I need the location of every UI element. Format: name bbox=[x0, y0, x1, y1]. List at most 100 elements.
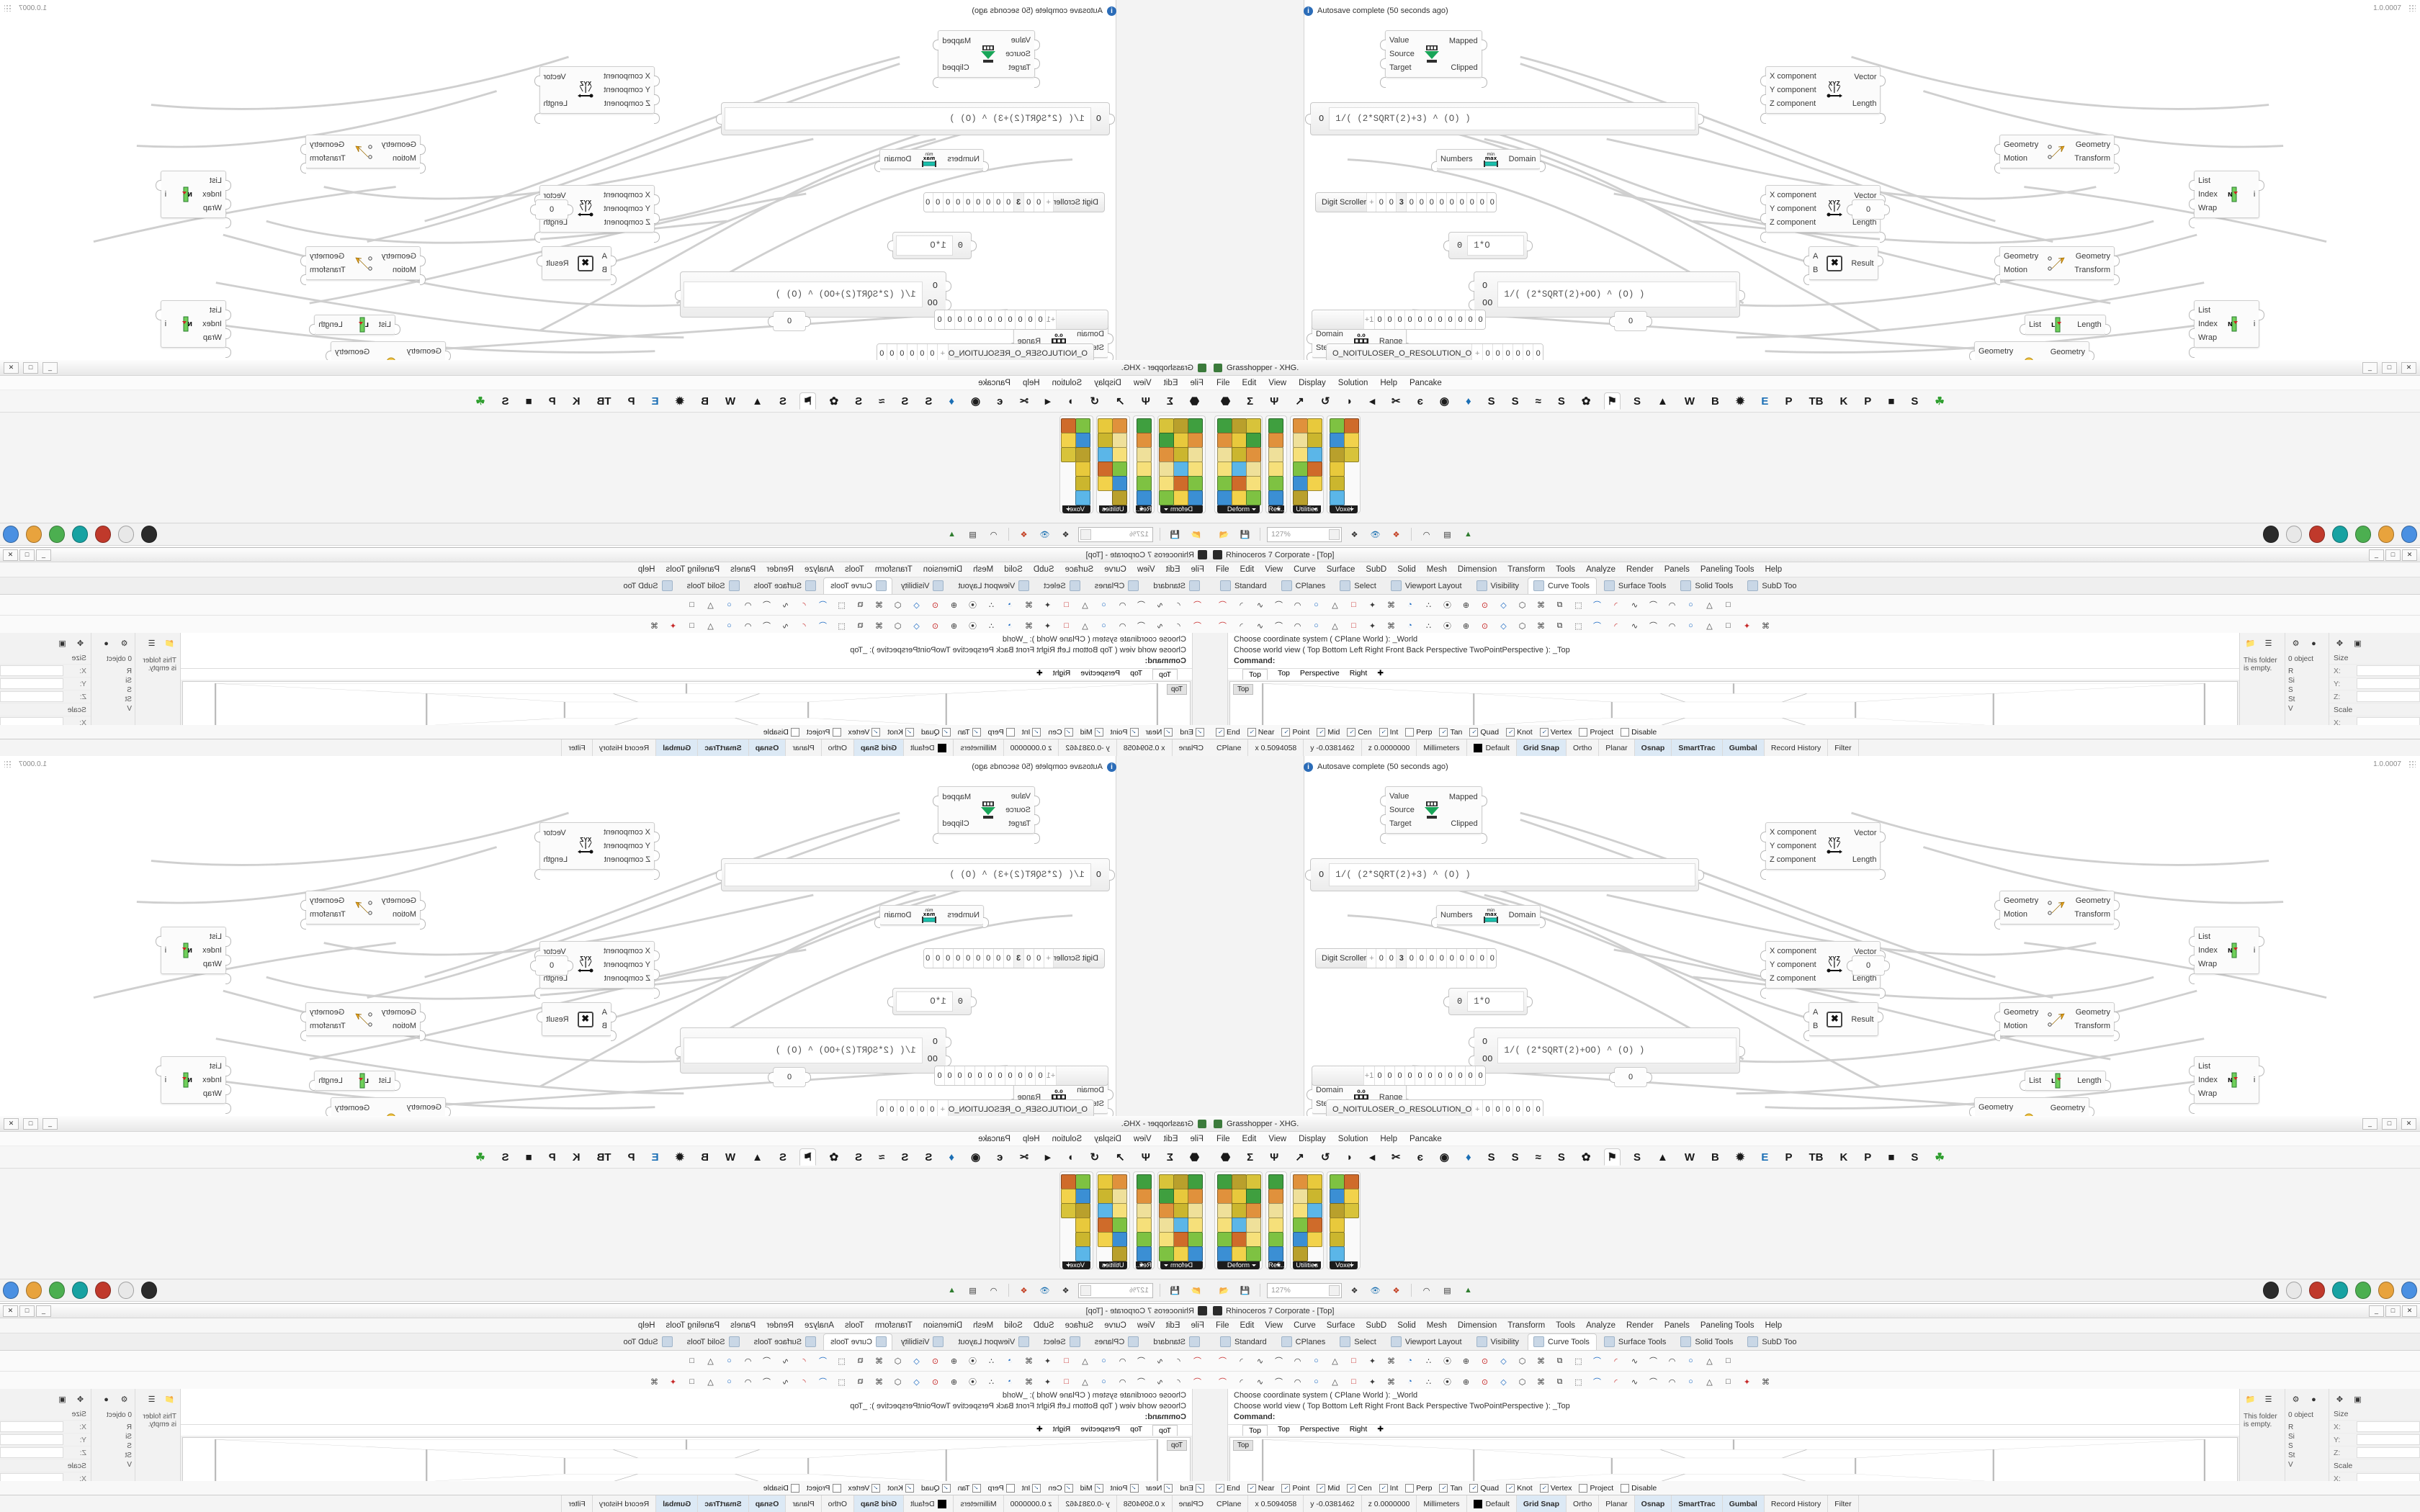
ribbon-group-deform[interactable]: Deform bbox=[1214, 1171, 1263, 1269]
menu-paneling-tools[interactable]: Paneling Tools bbox=[1700, 565, 1754, 574]
toolbar-icon[interactable]: ◇ bbox=[913, 1356, 920, 1366]
toolbar-icon[interactable]: □ bbox=[1064, 1356, 1069, 1365]
gh-tab-21[interactable]: ✹ bbox=[675, 395, 685, 408]
toolbar-icon[interactable]: □ bbox=[1726, 621, 1731, 630]
component-icon[interactable] bbox=[1344, 1174, 1360, 1189]
param-list[interactable]: List bbox=[2029, 1076, 2042, 1085]
gh-tab-5[interactable]: ◗ bbox=[1346, 395, 1353, 408]
toolbar-icon[interactable]: ○ bbox=[1314, 600, 1319, 609]
gh-tab-15[interactable]: ✿ bbox=[829, 1151, 839, 1164]
menu-hamburger-icon[interactable]: ☰ bbox=[2264, 639, 2272, 648]
d[interactable]: 0 bbox=[1023, 949, 1034, 968]
menu-file[interactable]: File bbox=[1191, 1321, 1204, 1330]
gh-tab-12[interactable]: S bbox=[901, 1151, 909, 1164]
gh-tab-27[interactable]: ■ bbox=[525, 1151, 532, 1164]
component-icon[interactable] bbox=[1330, 462, 1345, 477]
zoom-select-icon[interactable]: ❖ bbox=[1062, 1286, 1070, 1295]
checkbox-icon[interactable] bbox=[941, 727, 951, 737]
toggle-smarttrack[interactable]: SmartTrac bbox=[697, 1495, 748, 1512]
toolbar-icon[interactable]: □ bbox=[689, 1356, 694, 1365]
component-icon[interactable] bbox=[1188, 490, 1203, 505]
gh-tab-26[interactable]: P bbox=[1864, 1151, 1872, 1164]
gh-tab-9[interactable]: ◉ bbox=[971, 395, 981, 408]
digit[interactable]: 0 bbox=[1374, 1066, 1384, 1085]
param-geometry-out[interactable]: Geometry bbox=[2075, 140, 2111, 149]
tab-cplanes[interactable]: CPlanes bbox=[1088, 577, 1145, 594]
d[interactable]: 0 bbox=[1406, 949, 1417, 968]
param-geometry[interactable]: Geometry bbox=[406, 1103, 442, 1112]
gh-tab-7[interactable]: ✂ bbox=[1392, 1151, 1401, 1164]
panel-folder[interactable]: 📁 ☰ This folder is empty. bbox=[2240, 1389, 2285, 1495]
slider-unnamed[interactable]: +1 0 0 0 0 0 0 0 0 0 0 0 bbox=[934, 310, 1108, 330]
component-icon[interactable] bbox=[1232, 1218, 1247, 1233]
close-icon[interactable]: ✕ bbox=[4, 361, 19, 374]
param-length[interactable]: Length bbox=[1852, 99, 1877, 108]
component-icon[interactable] bbox=[1097, 1232, 1113, 1247]
toolbar-icon[interactable]: ◠ bbox=[1294, 1377, 1301, 1387]
gh-tab-8[interactable]: є bbox=[1417, 395, 1423, 408]
component-icon[interactable] bbox=[1268, 1232, 1283, 1247]
gear-icon[interactable]: ⚙ bbox=[120, 1395, 128, 1404]
d[interactable]: 0 bbox=[1426, 949, 1437, 968]
osnap-project[interactable]: Project bbox=[1579, 1483, 1613, 1493]
expr-input-o[interactable]: O bbox=[1095, 114, 1101, 124]
toolbar-icon[interactable]: ⌘ bbox=[1025, 1377, 1033, 1387]
gh-tab-11[interactable]: S bbox=[925, 1151, 933, 1164]
toolbar-icon[interactable]: ◠ bbox=[1119, 600, 1126, 610]
param-list[interactable]: List bbox=[2198, 932, 2211, 941]
d[interactable]: 0 bbox=[1406, 193, 1417, 212]
field-y[interactable]: Y: bbox=[2329, 1434, 2420, 1446]
gh-tab-12[interactable]: S bbox=[1511, 1151, 1519, 1164]
component-icon[interactable] bbox=[1173, 1174, 1188, 1189]
gumball-icon[interactable]: ✥ bbox=[76, 639, 84, 648]
d[interactable]: 0 bbox=[923, 949, 933, 968]
toolbar-icon[interactable]: ✦ bbox=[1368, 621, 1376, 631]
section-header[interactable]: Size bbox=[2329, 652, 2420, 665]
param-length[interactable]: Length bbox=[543, 99, 568, 108]
tab-solid-tools[interactable]: Solid Tools bbox=[680, 1333, 745, 1350]
command-prompt[interactable]: Command: bbox=[1144, 657, 1186, 665]
toolbar-icon[interactable]: ◜ bbox=[802, 600, 806, 610]
grasshopper-menu-bar[interactable]: File Edit View Display Solution Help Pancake bbox=[1210, 1132, 2420, 1146]
menu-tools[interactable]: Tools bbox=[1556, 565, 1576, 574]
component-icon[interactable] bbox=[1075, 1232, 1090, 1247]
gh-tab-19[interactable]: W bbox=[725, 395, 736, 408]
ribbon-group-refi[interactable]: Refi.. bbox=[1265, 1171, 1288, 1269]
component-deconstruct-vector-1[interactable]: X component Y component Z component XYZ \… bbox=[534, 822, 660, 880]
tab-standard[interactable]: Standard bbox=[1214, 577, 1274, 594]
toolbar-icon[interactable]: ⬡ bbox=[894, 1356, 902, 1366]
osnap-disable[interactable]: Disable bbox=[1621, 1483, 1657, 1493]
checkbox-icon[interactable] bbox=[1032, 727, 1041, 737]
checkbox-icon[interactable] bbox=[972, 1483, 981, 1493]
toolbar-icon[interactable]: ⌒ bbox=[1219, 601, 1227, 610]
d[interactable]: 0 bbox=[933, 949, 944, 968]
digit[interactable]: 0 bbox=[1455, 1066, 1465, 1085]
param-motion[interactable]: Motion bbox=[392, 266, 416, 274]
toolbar-icon[interactable]: ○ bbox=[1101, 1377, 1106, 1386]
digit[interactable]: 0 bbox=[1435, 1066, 1445, 1085]
param-wrap[interactable]: Wrap bbox=[202, 1089, 222, 1098]
tab-visibility[interactable]: Visibility bbox=[894, 1333, 950, 1350]
expression-2[interactable]: O OO 1/( (2*SQRT(2)+OO) ^ (O) ) bbox=[1469, 271, 1745, 318]
param-i[interactable]: i bbox=[2253, 946, 2256, 955]
cplane-label[interactable]: CPlane bbox=[1210, 739, 1249, 756]
param-domain[interactable]: Domain bbox=[1316, 330, 1343, 338]
param-vector[interactable]: Vector bbox=[1854, 191, 1877, 200]
gh-tab-2[interactable]: Ψ bbox=[1141, 395, 1150, 408]
rhino-left-toolbar[interactable] bbox=[1192, 633, 1210, 739]
menu-panels[interactable]: Panels bbox=[730, 1321, 756, 1330]
window-buttons[interactable]: _ □ ✕ bbox=[2369, 549, 2417, 561]
ribbon-group-refi[interactable]: Refi.. bbox=[1265, 415, 1288, 513]
component-icon[interactable] bbox=[1217, 1174, 1232, 1189]
menu-analyze[interactable]: Analyze bbox=[805, 565, 834, 574]
expr-text[interactable]: 1/( (2*SQRT(2)+3) ^ (O) ) bbox=[725, 863, 1091, 886]
gh-tab-21[interactable]: ✹ bbox=[1735, 1151, 1745, 1164]
osnap-disable[interactable]: Disable bbox=[763, 1483, 799, 1493]
expr-text[interactable]: 1/( (2*SQRT(2)+3) ^ (O) ) bbox=[1329, 107, 1695, 130]
param-index[interactable]: Index bbox=[202, 1076, 222, 1084]
red-blob[interactable] bbox=[2309, 526, 2325, 543]
tab-subd-tools[interactable]: SubD Too bbox=[617, 1333, 678, 1350]
component-icon[interactable] bbox=[1246, 490, 1261, 505]
number-zero-2[interactable]: 0 bbox=[768, 1067, 811, 1087]
gh-tab-1[interactable]: Σ bbox=[1247, 395, 1254, 408]
